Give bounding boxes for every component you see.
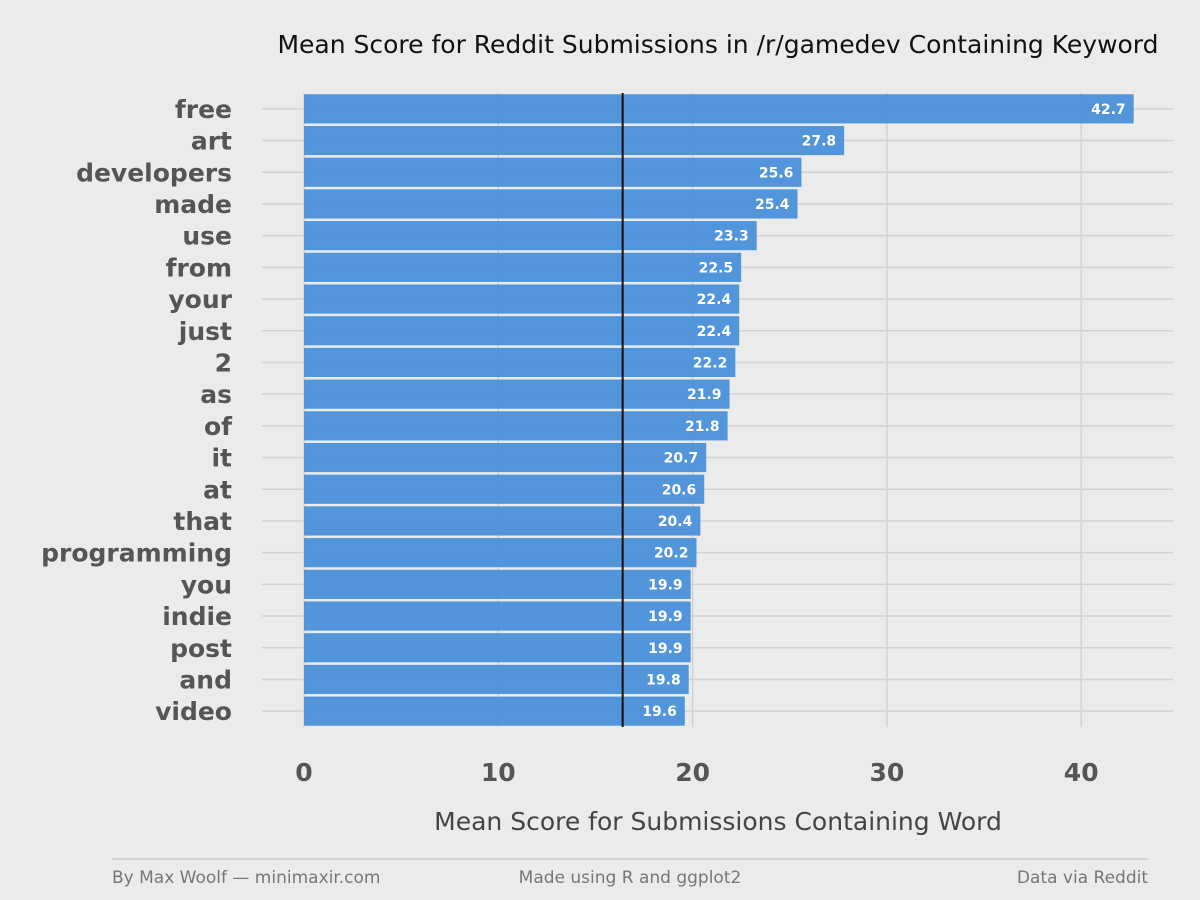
footer-source: Data via Reddit bbox=[1017, 868, 1148, 888]
bar-value-label: 23.3 bbox=[714, 229, 749, 245]
bar bbox=[304, 189, 798, 219]
bar bbox=[304, 506, 701, 536]
bar bbox=[304, 664, 689, 695]
category-label: 2 bbox=[215, 348, 232, 377]
bar bbox=[304, 94, 1134, 124]
bar bbox=[304, 125, 845, 156]
category-label: you bbox=[181, 570, 232, 599]
bar bbox=[304, 696, 685, 726]
bar-value-label: 20.4 bbox=[658, 514, 693, 530]
category-label: just bbox=[178, 317, 232, 346]
bar-value-label: 42.7 bbox=[1091, 102, 1126, 118]
bar bbox=[304, 221, 757, 251]
footer-tool: Made using R and ggplot2 bbox=[519, 868, 742, 888]
category-label: developers bbox=[76, 158, 232, 187]
bar bbox=[304, 157, 802, 187]
category-label: at bbox=[203, 475, 232, 504]
x-tick-label: 10 bbox=[481, 758, 516, 787]
x-tick-label: 40 bbox=[1064, 758, 1099, 787]
grid-layer bbox=[262, 93, 1173, 727]
bar-value-label: 22.4 bbox=[697, 292, 732, 308]
category-label: art bbox=[191, 127, 232, 156]
bar-value-label: 20.6 bbox=[662, 482, 697, 498]
bar bbox=[304, 252, 742, 282]
category-label: indie bbox=[162, 602, 232, 631]
bar bbox=[304, 316, 740, 346]
bar bbox=[304, 474, 705, 504]
category-label: that bbox=[173, 507, 232, 536]
bar bbox=[304, 379, 730, 409]
bar-value-label: 19.9 bbox=[648, 609, 683, 625]
bar-value-label: 27.8 bbox=[802, 134, 837, 150]
category-label: from bbox=[166, 253, 232, 282]
bar bbox=[304, 633, 691, 663]
category-label: as bbox=[200, 380, 232, 409]
bar bbox=[304, 538, 697, 568]
bar-value-label: 21.9 bbox=[687, 387, 722, 403]
x-tick-label: 20 bbox=[675, 758, 710, 787]
bar bbox=[304, 284, 740, 314]
bar-value-label: 19.9 bbox=[648, 577, 683, 593]
category-label: post bbox=[170, 634, 232, 663]
bar-value-label: 25.4 bbox=[755, 197, 790, 213]
category-label: free bbox=[175, 95, 232, 124]
bar bbox=[304, 442, 707, 473]
chart-title: Mean Score for Reddit Submissions in /r/… bbox=[277, 30, 1158, 59]
category-label: programming bbox=[41, 539, 232, 568]
label-layer: 42.7 free 27.8 art 25.6 developers 25.4 made 23.… bbox=[41, 95, 1126, 726]
category-label: made bbox=[154, 190, 232, 219]
bar-value-label: 21.8 bbox=[685, 419, 720, 435]
bar-value-label: 19.9 bbox=[648, 641, 683, 657]
category-label: of bbox=[204, 412, 233, 441]
footer-credit: By Max Woolf — minimaxir.com bbox=[112, 868, 381, 888]
bar bbox=[304, 411, 728, 441]
bar-layer bbox=[304, 94, 1134, 726]
bar-value-label: 19.6 bbox=[642, 704, 677, 720]
category-label: and bbox=[179, 665, 232, 694]
bar-value-label: 22.5 bbox=[699, 260, 734, 276]
category-label: video bbox=[155, 697, 232, 726]
bar-value-label: 22.2 bbox=[693, 355, 728, 371]
category-label: use bbox=[182, 222, 232, 251]
bar-value-label: 25.6 bbox=[759, 165, 794, 181]
bar-value-label: 19.8 bbox=[646, 672, 681, 688]
x-tick-label: 0 bbox=[295, 758, 312, 787]
bar-value-label: 20.2 bbox=[654, 546, 689, 562]
bar-value-label: 22.4 bbox=[697, 324, 732, 340]
bar bbox=[304, 569, 691, 599]
x-axis-label: Mean Score for Submissions Containing Wo… bbox=[434, 807, 1002, 836]
bar bbox=[304, 601, 691, 631]
x-tick-label: 30 bbox=[870, 758, 905, 787]
category-label: it bbox=[211, 444, 232, 473]
category-label: your bbox=[168, 285, 232, 314]
bar bbox=[304, 347, 736, 378]
axis-layer: 0 10 20 30 40 bbox=[295, 93, 1099, 787]
bar-value-label: 20.7 bbox=[664, 451, 699, 467]
